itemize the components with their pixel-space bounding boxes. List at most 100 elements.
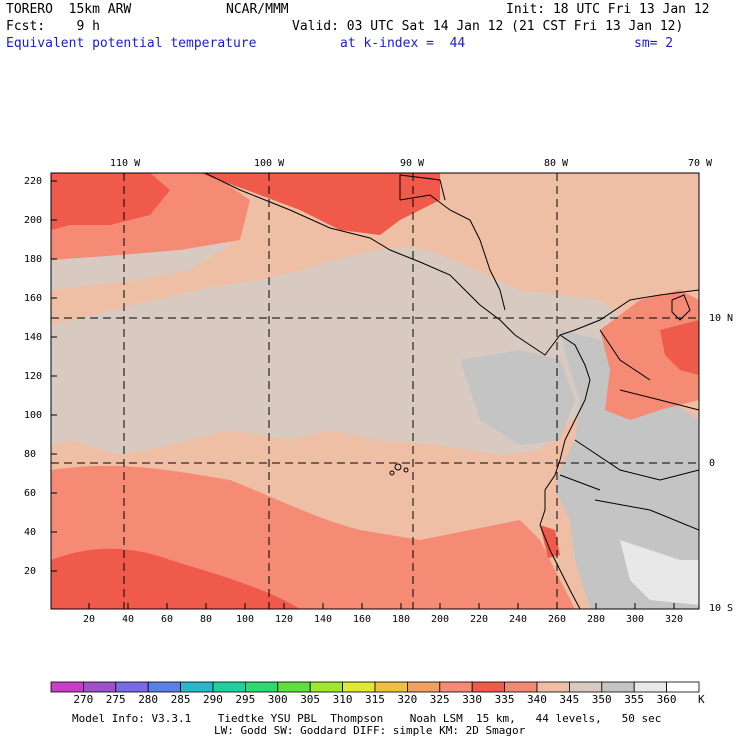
zone-330-sw: [51, 548, 300, 609]
org-label: NCAR/MMM: [226, 2, 289, 17]
y-tick-label: 140: [24, 332, 43, 343]
zone-330-peru: [540, 525, 560, 558]
x-tick-label: 220: [470, 614, 489, 625]
legend-level-label: 305: [300, 693, 321, 706]
legend-level-label: 330: [462, 693, 483, 706]
x-tick-label: 80: [200, 614, 213, 625]
legend-swatch: [633, 681, 668, 693]
physics-info: LW: Godd SW: Goddard DIFF: simple KM: 2D…: [214, 724, 526, 737]
zone-330-n: [200, 173, 440, 235]
legend-swatch: [569, 681, 603, 693]
model-title: TORERO 15km ARW: [6, 2, 132, 17]
x-tick-label: 180: [392, 614, 411, 625]
legend-swatch: [342, 681, 376, 693]
yucatan: [399, 174, 446, 201]
legend-level-label: 325: [429, 693, 450, 706]
x-tick-label: 100: [236, 614, 255, 625]
color-legend: [50, 681, 700, 693]
smoothing-label: sm= 2: [634, 36, 674, 51]
legend-swatch: [374, 681, 408, 693]
zone-335-ne: [600, 290, 699, 420]
x-tick-label: 120: [275, 614, 294, 625]
mexico-ca-coast: [204, 173, 699, 356]
model-info: Model Info: V3.3.1 Tiedtke YSU PBL Thomp…: [72, 712, 662, 725]
legend-swatch: [536, 681, 570, 693]
y-tick-label: 120: [24, 371, 43, 382]
lake-maracaibo: [671, 294, 691, 321]
x-tick-label: 160: [353, 614, 372, 625]
x-tick-label: 320: [665, 614, 684, 625]
legend-level-label: 270: [73, 693, 94, 706]
legend-swatch: [115, 681, 149, 693]
y-tick-label: 100: [24, 410, 43, 421]
y-tick-label: 160: [24, 293, 43, 304]
x-tick-label: 280: [587, 614, 606, 625]
legend-level-label: 310: [332, 693, 353, 706]
lon-label-70w: 70 W: [688, 158, 713, 169]
galapagos: [394, 463, 402, 471]
lat-lon-grid: [51, 173, 699, 609]
level-label: at k-index = 44: [340, 36, 466, 51]
y-tick-label: 80: [24, 449, 37, 460]
legend-level-label: 315: [365, 693, 385, 706]
legend-swatch: [601, 681, 635, 693]
legend-swatch: [50, 681, 84, 693]
field-name: Equivalent potential temperature: [6, 36, 257, 51]
y-tick-label: 180: [24, 254, 43, 265]
legend-level-label: 290: [203, 693, 223, 706]
valid-time: Valid: 03 UTC Sat 14 Jan 12 (21 CST Fri …: [292, 19, 684, 34]
lon-label-100w: 100 W: [254, 158, 285, 169]
legend-level-label: 355: [624, 693, 645, 706]
x-tick-label: 140: [314, 614, 333, 625]
lat-label-0: 0: [709, 458, 716, 469]
legend-swatch: [504, 681, 538, 693]
lon-label-90w: 90 W: [400, 158, 425, 169]
x-tick-label: 40: [122, 614, 135, 625]
caribbean-coast: [399, 194, 506, 311]
zone-330-ne: [660, 320, 699, 375]
legend-level-label: 320: [397, 693, 418, 706]
legend-level-label: 300: [267, 693, 288, 706]
legend-level-label: 345: [559, 693, 580, 706]
x-tick-label: 240: [509, 614, 528, 625]
legend-swatch: [244, 681, 279, 693]
legend-swatch: [180, 681, 214, 693]
lon-label-80w: 80 W: [544, 158, 569, 169]
legend-swatch: [439, 681, 473, 693]
legend-level-label: 350: [591, 693, 612, 706]
lat-label-10n: 10 N: [709, 313, 734, 324]
legend-unit: K: [698, 693, 705, 706]
coastlines: [204, 173, 699, 609]
legend-swatch: [406, 681, 441, 693]
y-tick-label: 20: [24, 566, 37, 577]
legend-swatch: [83, 681, 117, 693]
legend-level-label: 280: [138, 693, 159, 706]
legend-swatch: [666, 681, 700, 693]
zone-350-sea: [460, 350, 575, 445]
sa-west-coast: [539, 334, 591, 609]
zone-330-nw: [51, 173, 170, 230]
y-tick-label: 60: [24, 488, 37, 499]
zone-355: [620, 540, 699, 605]
forecast-hour: Fcst: 9 h: [6, 19, 100, 34]
legend-level-label: 285: [170, 693, 191, 706]
legend-swatch: [277, 681, 311, 693]
legend-swatch: [147, 681, 181, 693]
lon-label-110w: 110 W: [110, 158, 141, 169]
y-tick-label: 200: [24, 215, 43, 226]
map-frame: [50, 172, 700, 610]
init-time: Init: 18 UTC Fri 13 Jan 12: [506, 2, 710, 17]
legend-level-label: 295: [235, 693, 256, 706]
legend-level-label: 275: [105, 693, 126, 706]
legend-level-label: 340: [527, 693, 547, 706]
legend-swatch: [471, 681, 506, 693]
legend-level-label: 335: [494, 693, 515, 706]
x-tick-label: 60: [161, 614, 174, 625]
lat-label-10s: 10 S: [709, 603, 734, 614]
y-tick-label: 220: [24, 176, 43, 187]
legend-swatch: [212, 681, 246, 693]
x-tick-label: 300: [626, 614, 645, 625]
x-tick-label: 260: [548, 614, 567, 625]
x-tick-label: 200: [431, 614, 450, 625]
